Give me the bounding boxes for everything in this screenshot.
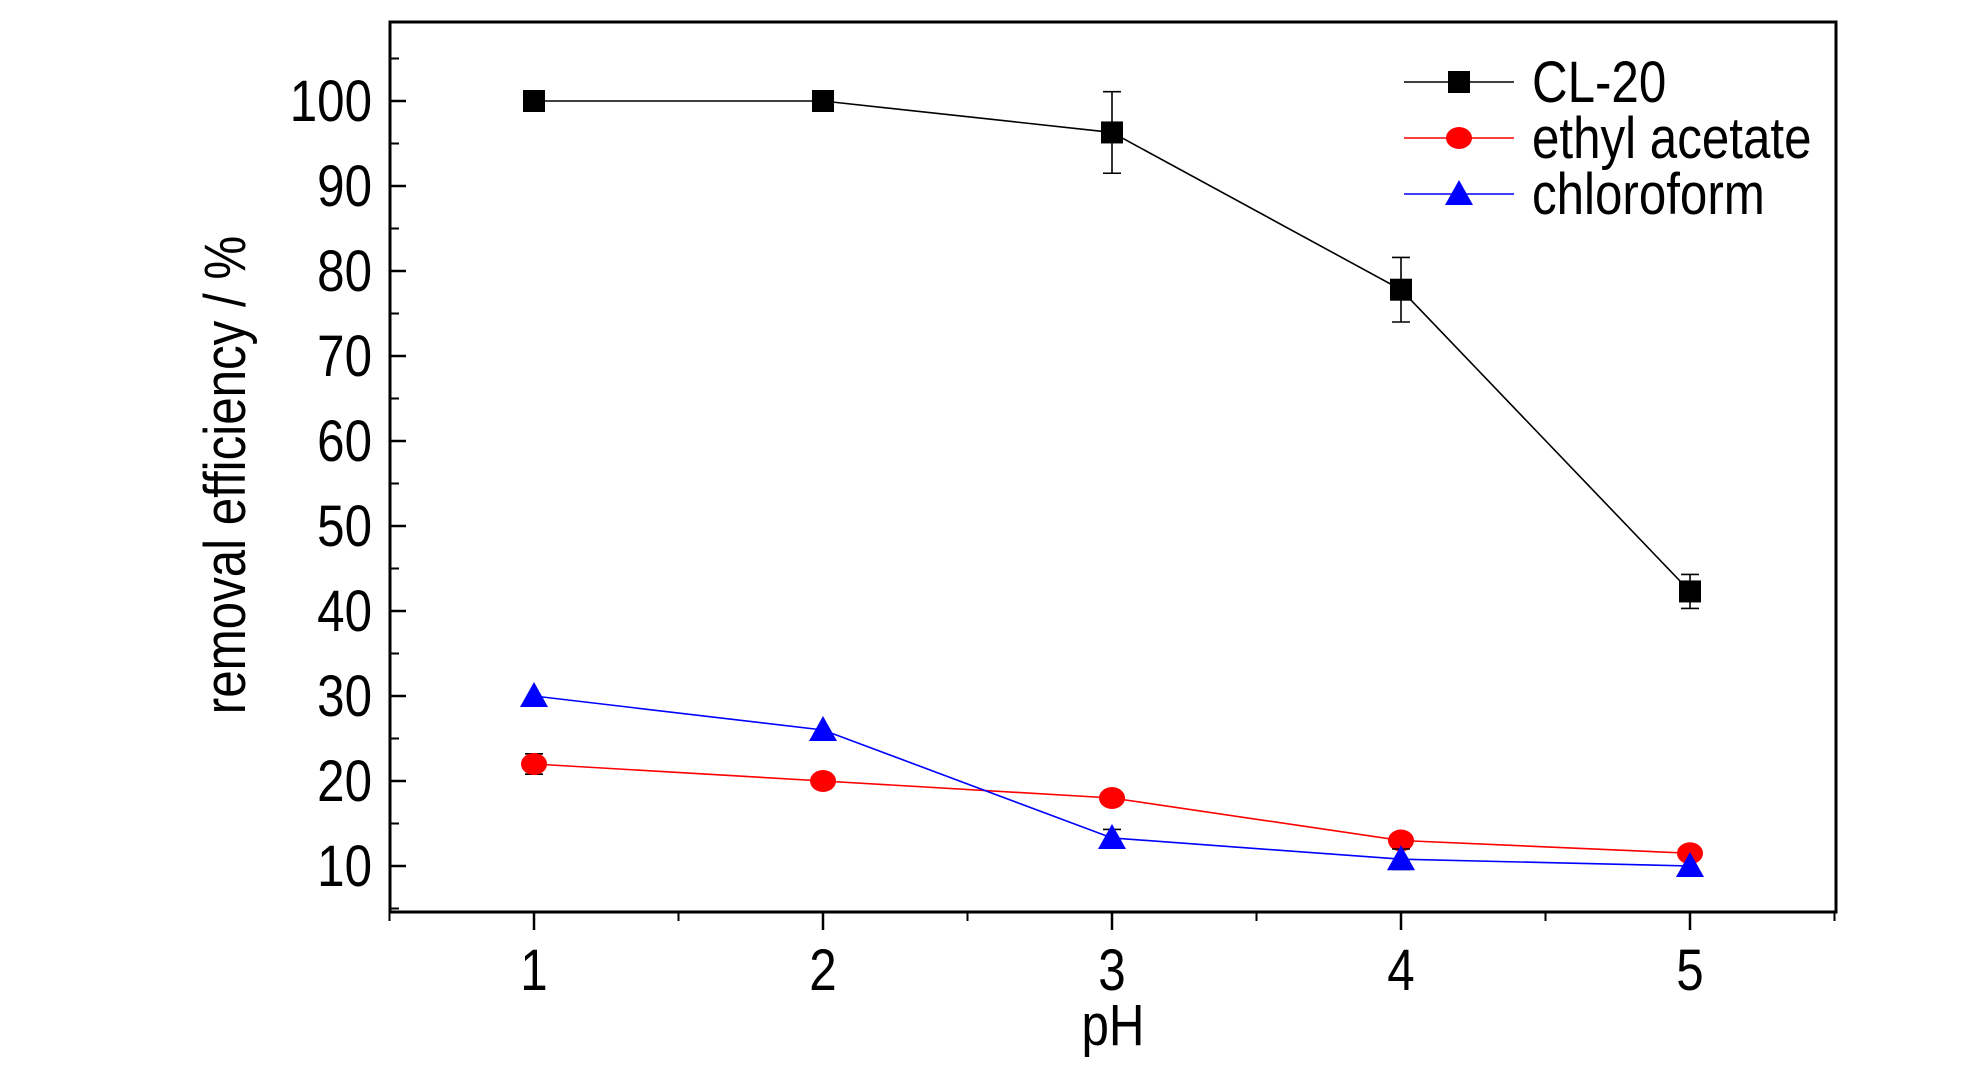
cl-20-point [1101,121,1123,144]
y-tick-label: 30 [317,664,372,729]
y-tick-label: 50 [317,494,372,559]
series-chloroform [520,682,1704,877]
x-tick-label: 5 [1676,938,1703,1003]
series-layer [520,90,1704,877]
legend-marker-ethyl-acetate [1446,127,1472,149]
legend-marker-chloroform [1445,180,1473,205]
cl-20-point [812,90,834,112]
x-tick-label: 4 [1387,938,1414,1003]
cl-20-point [523,90,545,112]
legend-label-chloroform: chloroform [1532,162,1765,227]
y-tick-label: 70 [317,324,372,389]
y-tick-label: 10 [317,834,372,899]
y-tick-label: 60 [317,409,372,474]
x-tick-label: 2 [809,938,836,1003]
chloroform-point [809,716,837,741]
cl-20-line [534,100,1691,593]
x-tick-label: 1 [520,938,547,1003]
y-tick-label: 90 [317,154,372,219]
y-tick-label: 40 [317,579,372,644]
chloroform-point [1098,823,1126,849]
cl-20-point [1390,278,1412,301]
legend-label-ethyl-acetate: ethyl acetate [1532,106,1811,171]
y-tick-label: 100 [290,69,372,134]
series-cl-20 [523,90,1701,610]
chloroform-point [1387,845,1415,871]
cl-20-point [1679,580,1701,603]
chloroform-point [520,682,548,707]
axis-ticks: 10 20 30 40 50 60 70 80 90 100 1 2 3 4 5 [290,57,1836,1003]
ethyl-acetate-point [521,753,547,775]
x-tick-label: 3 [1098,938,1125,1003]
ethyl-acetate-point [810,770,836,792]
x-axis-title: pH [1081,993,1144,1058]
y-tick-label: 20 [317,749,372,814]
y-axis-title: removal efficiency / % [193,236,258,714]
chloroform-point [1676,852,1704,877]
ethyl-acetate-point [1388,829,1414,852]
ethyl-acetate-point [1099,787,1125,809]
legend-marker-cl-20 [1448,71,1470,93]
legend-label-cl-20: CL-20 [1532,50,1666,115]
y-tick-label: 80 [317,239,372,304]
